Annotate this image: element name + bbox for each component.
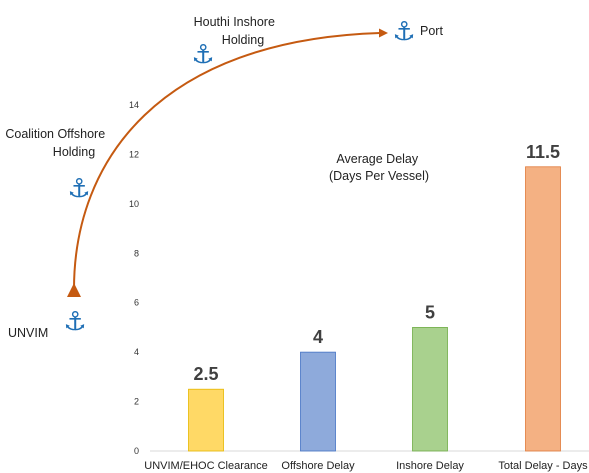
y-tick-label: 10: [129, 199, 139, 209]
bar: [525, 166, 561, 452]
data-label: 5: [425, 302, 435, 322]
node-label-line: Holding: [53, 145, 95, 159]
category-label: Offshore Delay: [281, 460, 355, 472]
anchor-icon: ⚓: [191, 39, 214, 69]
chart-title-line-1: Average Delay: [336, 152, 419, 166]
triangle-marker-icon: [67, 283, 81, 297]
category-label: UNVIM/EHOC Clearance: [144, 460, 267, 472]
y-tick-label: 14: [129, 100, 139, 110]
y-tick-label: 8: [134, 248, 139, 258]
node-label-line: Houthi Inshore: [194, 15, 275, 29]
y-tick-label: 4: [134, 347, 139, 357]
shipping-route-diagram: ⚓ UNVIM ⚓ Coalition Offshore Holding ⚓ H…: [5, 15, 443, 340]
bar: [300, 351, 336, 452]
y-tick-label: 12: [129, 149, 139, 159]
node-label-line: Holding: [222, 33, 264, 47]
node-label-unvim: UNVIM: [8, 326, 48, 340]
anchor-icon: ⚓: [63, 306, 86, 336]
y-tick-label: 2: [134, 397, 139, 407]
data-label: 2.5: [193, 364, 218, 384]
anchor-icon: ⚓: [392, 16, 415, 46]
node-label-port: Port: [420, 24, 443, 38]
y-axis-ticks: 0 2 4 6 8 10 12 14: [129, 100, 139, 456]
category-label: Total Delay - Days: [498, 460, 588, 472]
bar: [188, 388, 224, 452]
y-tick-label: 0: [134, 446, 139, 456]
category-label: Inshore Delay: [396, 460, 464, 472]
data-labels: 2.5 4 5 11.5: [193, 142, 560, 384]
average-delay-chart: 0 2 4 6 8 10 12 14 2.5 4 5 11.5 UNVIM/EHOC Clearan…: [129, 100, 589, 472]
chart-title-line-2: (Days Per Vessel): [329, 169, 429, 183]
node-label-line: Coalition Offshore: [5, 127, 105, 141]
data-label: 11.5: [526, 142, 560, 162]
node-label-houthi-inshore-holding: Houthi Inshore Holding: [194, 15, 279, 47]
category-labels: UNVIM/EHOC Clearance Offshore Delay Inshor…: [144, 460, 588, 472]
arrowhead-icon: [379, 28, 388, 38]
anchor-icon: ⚓: [67, 173, 90, 203]
bar-series: [188, 166, 561, 452]
data-label: 4: [313, 327, 323, 347]
node-label-coalition-offshore-holding: Coalition Offshore Holding: [5, 127, 108, 159]
bar: [412, 327, 448, 452]
y-tick-label: 6: [134, 298, 139, 308]
chart-title: Average Delay (Days Per Vessel): [329, 152, 429, 183]
route-arc: [73, 32, 381, 290]
